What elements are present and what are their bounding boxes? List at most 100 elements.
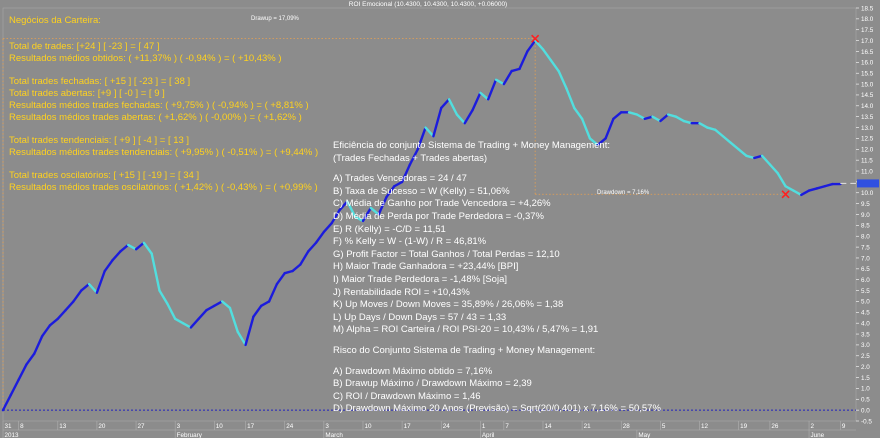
roi-segment [729,141,740,151]
metric-line: H) Maior Trade Ganhadora = +23,44% [BPI] [333,261,519,273]
x-month-label: March [325,432,343,438]
roi-segment [815,185,826,190]
risk-line: C) ROI / Drawdown Máximo = 1,46 [333,390,481,402]
roi-segment [823,182,834,188]
metric-line: G) Profit Factor = Total Ganhos / Total … [333,248,560,260]
roi-segment [166,302,177,321]
x-day-label: 27 [138,423,146,430]
roi-segment [800,189,811,197]
roi-segment [72,289,83,303]
roi-segment [48,317,59,327]
metric-line: C) Média de Ganho por Trade Vencedora = … [333,198,551,210]
roi-segment [369,206,380,216]
x-day-label: 19 [740,423,748,430]
roi-segment [142,241,153,255]
roi-segment [314,230,326,244]
roi-segment [40,324,52,338]
roi-segment [635,113,646,121]
roi-segment [267,282,279,303]
y-tick-label: 4.0 [861,320,870,327]
y-tick-label: 1.0 [861,386,870,393]
roi-segment [393,180,404,188]
x-month-label: 2013 [5,432,20,438]
roi-segment [220,300,232,310]
roi-segment [346,200,357,218]
summary-line: Total trades tendenciais: [ +9 ] [ -4 ] … [9,135,190,146]
roi-segment [760,154,772,166]
roi-segment [604,117,615,140]
roi-segment [173,317,185,325]
efficiency-heading: Eficiência do conjunto Sistema de Tradin… [333,140,610,151]
roi-segment [573,106,584,121]
portfolio-summary-panel: Negócios da Carteira: Total de trades: [… [9,15,318,194]
roi-segment [549,58,560,73]
roi-segment [205,304,216,312]
x-day-label: 8 [20,423,24,430]
roi-segment [64,300,75,312]
y-tick-label: 9.0 [861,212,870,219]
y-tick-label: 16.0 [861,60,874,67]
y-tick-label: -0.5 [861,418,872,425]
summary-line: Resultados médios obtidos: ( +11,37% ) (… [9,53,282,64]
roi-segment [181,321,193,329]
x-day-label: 12 [701,423,709,430]
roi-segment [455,113,466,125]
spacer [9,124,318,135]
roi-segment [213,300,224,307]
roi-segment [283,269,294,275]
summary-line: Total trades fechadas: [ +15 ] [ -23 ] =… [9,76,191,87]
summary-line: Total de trades: [+24 ] [ -23 ] = [ 47 ] [9,41,160,52]
x-day-label: 26 [771,423,779,430]
x-month-label: June [811,432,825,438]
roi-segment [17,363,28,381]
x-day-label: 3 [325,423,329,430]
roi-segment [713,128,725,138]
roi-segment [197,308,208,321]
y-tick-label: 16.5 [861,49,874,56]
roi-segment [416,126,427,151]
roi-segment [627,111,639,116]
roi-segment [784,185,795,192]
trough-marker [781,190,790,199]
roi-segment [260,300,271,307]
roi-segment [659,113,670,123]
roi-segment [400,163,412,184]
y-tick-label: 6.5 [861,266,870,273]
roi-segment [612,111,623,121]
roi-segment [580,117,592,140]
roi-segment [463,108,474,125]
roi-segment [330,208,341,225]
roi-segment [588,137,599,147]
spacer [9,159,318,170]
y-tick-label: 11.5 [861,157,873,164]
metric-line: E) R (Kelly) = -C/D = 11,51 [333,223,446,235]
roi-segment [361,206,373,223]
metric-line: M) Alpha = ROI Carteira / ROI PSI-20 = 1… [333,324,599,336]
last-value-box [857,179,879,188]
roi-segment [737,148,748,158]
x-day-label: 10 [364,423,372,430]
spacer [333,358,661,366]
roi-segment [518,50,529,71]
y-tick-label: 3.0 [861,342,870,349]
roi-segment [150,252,161,292]
x-day-label: 2 [811,423,815,430]
y-tick-label: 5.5 [861,288,870,295]
y-tick-label: 7.0 [861,255,870,262]
roi-segment [338,200,349,212]
summary-line: Resultados médios trades abertas: ( +1,6… [9,112,302,123]
roi-segment [432,106,443,138]
portfolio-heading: Negócios da Carteira: [9,15,101,26]
x-day-label: 10 [216,423,224,430]
roi-segment [95,269,106,294]
roi-segment [486,78,498,101]
risk-line: D) Drawdown Máximo 20 Anos (Previsão) = … [333,403,661,415]
roi-segment [666,113,678,118]
y-tick-label: 18.0 [861,16,874,23]
summary-line: Total trades oscilatórios: [ +15 ] [ -19… [9,170,200,181]
roi-segment [447,98,459,116]
roi-segment [236,330,247,347]
roi-segment [385,185,396,199]
